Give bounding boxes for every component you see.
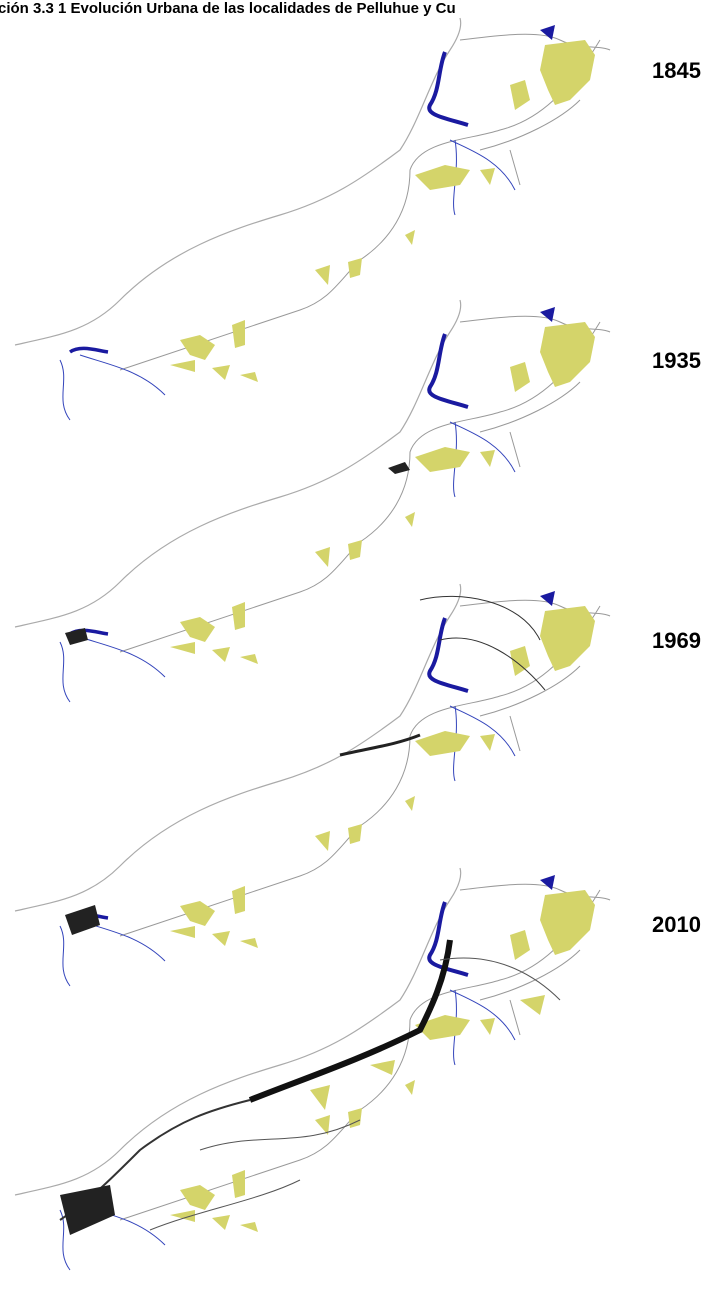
maps: [0, 0, 719, 1298]
page: ción 3.3 1 Evolución Urbana de las local…: [0, 0, 719, 1298]
map-1935: [15, 300, 610, 702]
map-1845: [15, 18, 610, 420]
